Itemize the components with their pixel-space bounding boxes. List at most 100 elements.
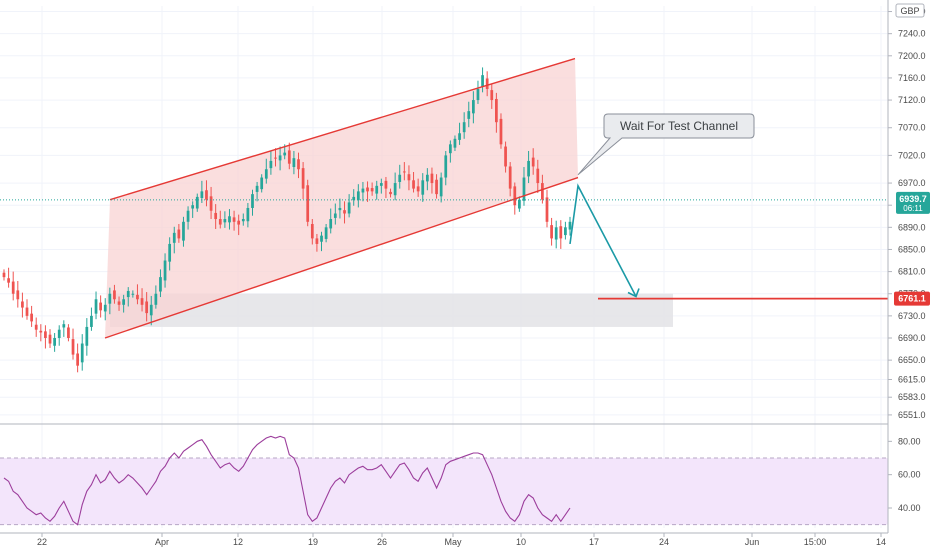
candle-body [85, 326, 89, 346]
candle-body [347, 202, 351, 214]
candle-body [416, 186, 420, 192]
candle-body [448, 144, 452, 154]
candle-body [237, 220, 241, 225]
candle-body [103, 304, 107, 312]
candle-body [485, 78, 489, 89]
candle-body [99, 302, 103, 311]
candle-body [554, 227, 558, 240]
time-tick-label: 24 [659, 537, 669, 547]
candle-body [379, 183, 383, 186]
candle-body [329, 219, 333, 229]
candle-body [375, 185, 379, 194]
candle-body [21, 301, 24, 308]
candle-body [94, 299, 98, 314]
candle-body [228, 216, 231, 223]
candle-body [315, 238, 319, 244]
time-tick-label: 19 [308, 537, 318, 547]
candle-body [287, 150, 291, 164]
candle-body [343, 210, 346, 214]
channel-lower-line[interactable] [104, 176, 579, 339]
rsi-tick-label: 80.00 [898, 436, 921, 446]
channel-upper-line[interactable] [109, 57, 576, 201]
price-tick-label: 7160.0 [898, 73, 926, 83]
price-tick-label: 7070.0 [898, 123, 926, 133]
candle-body [223, 219, 227, 223]
candle-body [264, 169, 268, 179]
candle-body [402, 171, 406, 173]
price-tick-label: 7120.0 [898, 95, 926, 105]
candle-body [241, 219, 245, 222]
candle-body [209, 196, 213, 211]
currency-label: GBP [900, 6, 919, 16]
candle-body [182, 221, 185, 241]
candle-body [559, 226, 563, 239]
candle-body [356, 191, 360, 201]
candle-body [168, 243, 172, 262]
price-badge: 6939.7 06:11 [896, 191, 930, 214]
candle-body [508, 166, 512, 189]
candle-body [352, 196, 356, 201]
candle-body [389, 191, 392, 195]
callout-text: Wait For Test Channel [620, 119, 738, 133]
time-tick-label: 15:00 [804, 537, 827, 547]
candle-body [518, 199, 521, 209]
candle-body [283, 152, 287, 156]
candle-body [62, 324, 66, 328]
candle-body [471, 100, 475, 114]
candle-body [11, 281, 15, 294]
candle-body [338, 207, 342, 211]
candle-body [53, 338, 56, 346]
candle-body [453, 138, 457, 148]
price-tick-label: 7240.0 [898, 29, 926, 39]
time-tick-label: 10 [516, 537, 526, 547]
candle-body [545, 197, 549, 222]
time-tick-label: Apr [155, 537, 169, 547]
time-axis[interactable]: 22 Apr 12 19 26 May 10 17 24 Jun 15:00 14 [0, 532, 888, 547]
candle-body [476, 89, 480, 101]
candle-body [324, 227, 328, 239]
candle-body [218, 219, 222, 225]
candle-body [172, 232, 176, 243]
time-tick-label: 17 [589, 537, 599, 547]
price-badge-bg [896, 191, 930, 214]
candle-body [48, 334, 52, 344]
candle-body [149, 304, 153, 316]
price-tick-label: 6551.0 [898, 410, 926, 420]
candle-body [481, 75, 484, 87]
callout[interactable]: Wait For Test Channel [577, 113, 755, 176]
time-tick-label: Jun [745, 537, 760, 547]
candle-body [255, 185, 259, 192]
candle-body [122, 299, 126, 305]
candle-body [16, 290, 20, 300]
candle-body [458, 133, 461, 140]
candle-body [522, 177, 526, 201]
projection-arrow[interactable] [569, 183, 637, 297]
time-tick-label: 22 [37, 537, 47, 547]
candle-body [136, 294, 139, 300]
candle-body [490, 90, 494, 101]
candle-body [34, 324, 38, 330]
candle-body [80, 343, 84, 363]
candle-body [421, 180, 425, 195]
candle-body [536, 168, 540, 184]
candle-body [504, 146, 507, 167]
candle-body [439, 177, 443, 197]
rsi-tick-label: 40.00 [898, 503, 921, 513]
time-tick-label: 12 [233, 537, 243, 547]
candle-body [25, 307, 29, 316]
rsi-axis[interactable]: 80.00 60.00 40.00 [888, 436, 921, 513]
candle-body [90, 315, 93, 327]
price-tick-label: 6690.0 [898, 333, 926, 343]
candle-body [251, 194, 254, 208]
rsi-band [0, 458, 888, 525]
candle-body [499, 118, 503, 145]
callout-bubble [577, 113, 755, 176]
candle-body [205, 190, 208, 200]
candle-body [7, 278, 10, 283]
price-tick-label: 6583.0 [898, 392, 926, 402]
candles [2, 67, 572, 373]
price-badge-countdown: 06:11 [903, 204, 923, 213]
candle-body [278, 155, 282, 161]
